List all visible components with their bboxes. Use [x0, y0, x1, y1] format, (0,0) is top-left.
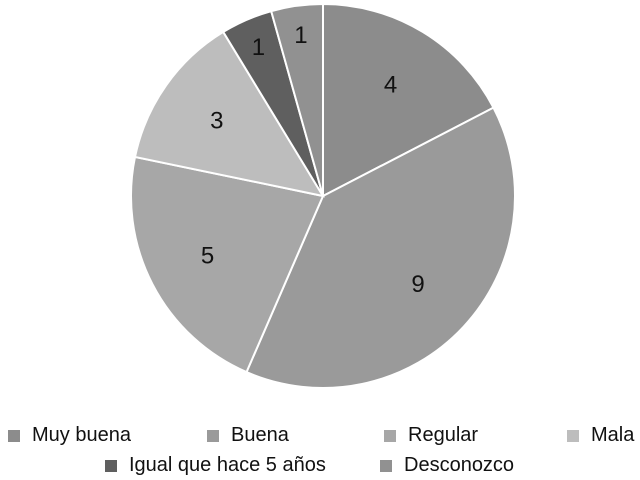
- legend-item-muy-buena: Muy buena: [8, 424, 131, 447]
- legend-item-regular: Regular: [384, 424, 478, 447]
- pie-chart: 4 9 5 3 1 1: [130, 2, 516, 389]
- legend-swatch-desconozco: [380, 459, 392, 472]
- legend-row-2: Igual que hace 5 años Desconozco: [0, 454, 640, 480]
- data-label-buena: 9: [411, 271, 424, 298]
- pie-slice-desconozco: [269, 2, 324, 197]
- pie-slices: [130, 2, 516, 389]
- pie-slice-muy-buena: [322, 2, 495, 198]
- pie-slice-regular: [130, 155, 325, 374]
- data-label-desconozco: 1: [294, 22, 307, 49]
- pie-slice-buena: [245, 106, 516, 389]
- legend-label-desconozco: Desconozco: [404, 454, 515, 476]
- legend-swatch-mala: [567, 429, 579, 442]
- legend-label-igual-que-hace-5-anos: Igual que hace 5 años: [129, 454, 326, 476]
- data-label-muy-buena: 4: [384, 71, 397, 98]
- data-label-mala: 3: [210, 108, 223, 135]
- legend-swatch-muy-buena: [8, 429, 20, 442]
- legend-swatch-igual-que-hace-5-anos: [105, 459, 117, 472]
- pie-slice-mala: [133, 30, 326, 198]
- data-label-regular: 5: [201, 242, 214, 269]
- legend-label-regular: Regular: [408, 424, 479, 446]
- legend-item-desconozco: Desconozco: [380, 454, 514, 477]
- pie-data-labels: 4 9 5 3 1 1: [201, 22, 425, 298]
- legend-label-buena: Buena: [231, 424, 289, 446]
- data-label-igual-que-hace-5-anos: 1: [252, 34, 265, 61]
- legend-label-mala: Mala: [591, 424, 635, 446]
- legend-item-mala: Mala: [567, 424, 634, 447]
- legend-swatch-buena: [207, 429, 219, 442]
- legend-item-buena: Buena: [207, 424, 289, 447]
- legend-item-igual-que-hace-5-anos: Igual que hace 5 años: [105, 454, 326, 477]
- legend-swatch-regular: [384, 429, 396, 442]
- legend-label-muy-buena: Muy buena: [32, 424, 131, 446]
- legend-row-1: Muy buena Buena Regular Mala: [0, 424, 640, 450]
